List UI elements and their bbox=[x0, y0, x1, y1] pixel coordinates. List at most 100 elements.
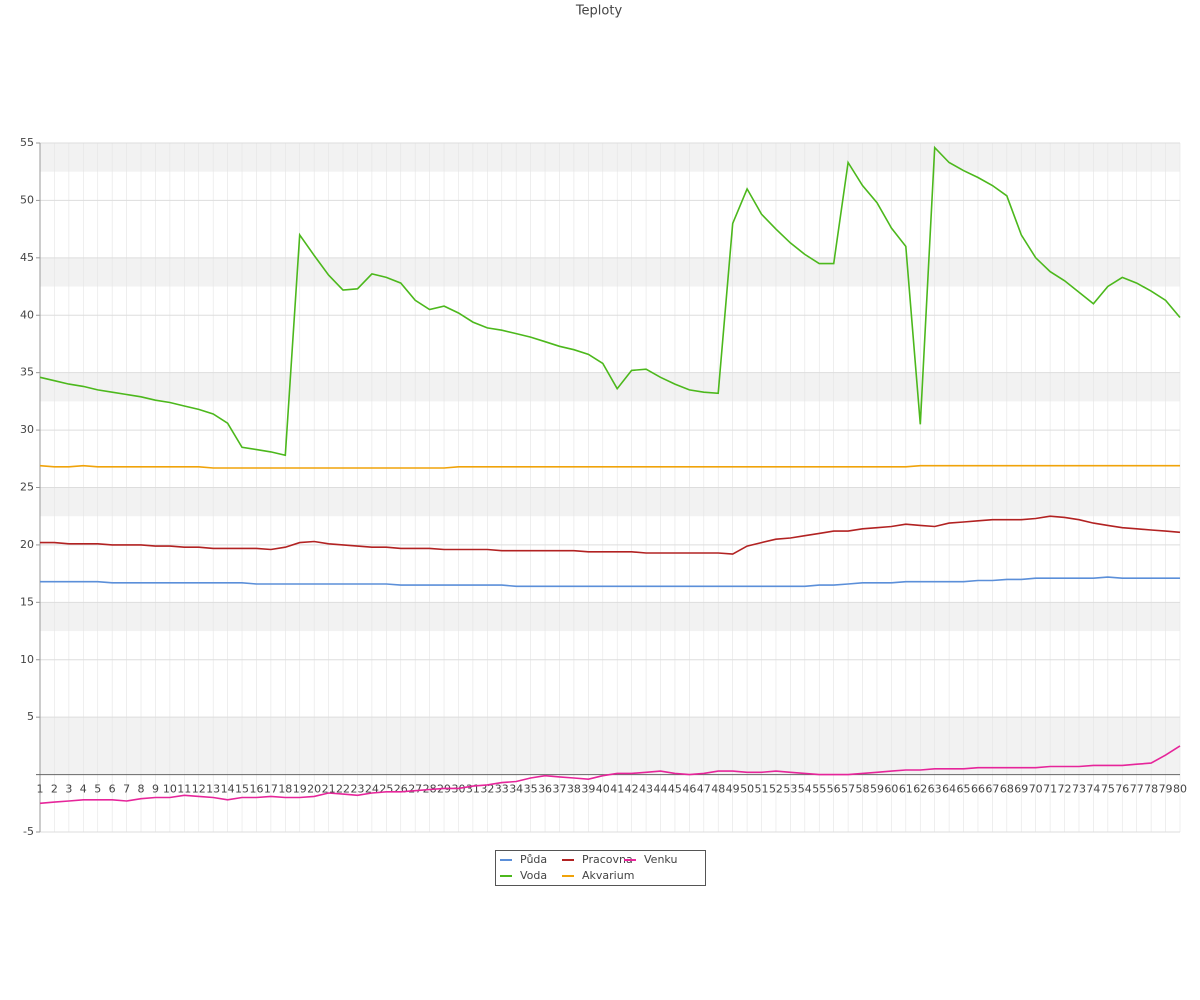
x-tick-label: 31 bbox=[466, 783, 480, 796]
x-tick-label: 5 bbox=[94, 783, 101, 796]
y-tick-label: 25 bbox=[20, 481, 34, 494]
x-tick-label: 18 bbox=[278, 783, 292, 796]
legend-label: Pracovna bbox=[582, 853, 633, 866]
x-tick-label: 16 bbox=[249, 783, 263, 796]
x-tick-label: 75 bbox=[1101, 783, 1115, 796]
x-tick-label: 43 bbox=[639, 783, 653, 796]
x-tick-label: 27 bbox=[408, 783, 422, 796]
grid-band bbox=[40, 143, 1180, 172]
x-tick-label: 42 bbox=[625, 783, 639, 796]
legend-box bbox=[495, 850, 706, 886]
x-tick-label: 68 bbox=[1000, 783, 1014, 796]
series-line bbox=[39, 145, 1181, 457]
grid-band bbox=[40, 487, 1180, 517]
y-tick-label: 45 bbox=[20, 251, 34, 264]
x-tick-label: 26 bbox=[394, 783, 408, 796]
x-tick-label: 19 bbox=[293, 783, 307, 796]
y-tick-label: 50 bbox=[20, 193, 34, 206]
x-tick-label: 37 bbox=[552, 783, 566, 796]
chart-title: Teploty bbox=[575, 4, 623, 19]
series-line bbox=[40, 515, 1181, 555]
y-tick-label: 40 bbox=[20, 308, 34, 321]
x-tick-label: 3 bbox=[65, 783, 72, 796]
x-tick-label: 11 bbox=[177, 783, 191, 796]
x-tick-label: 38 bbox=[567, 783, 581, 796]
x-tick-label: 39 bbox=[581, 783, 595, 796]
x-tick-label: 17 bbox=[264, 783, 278, 796]
series-line bbox=[40, 576, 1180, 588]
x-tick-label: 54 bbox=[798, 783, 812, 796]
x-tick-label: 25 bbox=[379, 783, 393, 796]
x-tick-label: 8 bbox=[138, 783, 145, 796]
x-tick-label: 66 bbox=[971, 783, 985, 796]
y-tick-label: 35 bbox=[20, 366, 34, 379]
x-tick-label: 12 bbox=[192, 783, 206, 796]
x-tick-label: 57 bbox=[841, 783, 855, 796]
x-tick-label: 62 bbox=[913, 783, 927, 796]
x-tick-label: 33 bbox=[495, 783, 509, 796]
x-tick-label: 6 bbox=[109, 783, 116, 796]
x-tick-label: 56 bbox=[827, 783, 841, 796]
grid-band bbox=[40, 717, 1180, 775]
x-tick-label: 36 bbox=[538, 783, 552, 796]
x-tick-label: 15 bbox=[235, 783, 249, 796]
x-tick-label: 50 bbox=[740, 783, 754, 796]
x-tick-label: 20 bbox=[307, 783, 321, 796]
x-tick-label: 63 bbox=[928, 783, 942, 796]
grid-band bbox=[40, 602, 1180, 632]
x-tick-label: 51 bbox=[755, 783, 769, 796]
legend-label: Akvarium bbox=[582, 869, 634, 882]
x-tick-label: 44 bbox=[654, 783, 668, 796]
y-tick-label: -5 bbox=[23, 825, 34, 838]
x-tick-label: 4 bbox=[80, 783, 87, 796]
x-tick-label: 10 bbox=[163, 783, 177, 796]
x-tick-label: 47 bbox=[697, 783, 711, 796]
legend-label: Voda bbox=[520, 869, 547, 882]
x-tick-label: 46 bbox=[682, 783, 696, 796]
x-tick-label: 78 bbox=[1144, 783, 1158, 796]
y-tick-label: 15 bbox=[20, 595, 34, 608]
x-tick-label: 41 bbox=[610, 783, 624, 796]
x-tick-label: 67 bbox=[985, 783, 999, 796]
x-tick-label: 69 bbox=[1014, 783, 1028, 796]
x-tick-label: 55 bbox=[812, 783, 826, 796]
x-tick-label: 60 bbox=[884, 783, 898, 796]
x-tick-label: 70 bbox=[1029, 783, 1043, 796]
x-tick-label: 35 bbox=[524, 783, 538, 796]
x-tick-label: 71 bbox=[1043, 783, 1057, 796]
x-tick-label: 58 bbox=[856, 783, 870, 796]
y-tick-label: 10 bbox=[20, 653, 34, 666]
x-tick-label: 9 bbox=[152, 783, 159, 796]
y-tick-label: 20 bbox=[20, 538, 34, 551]
x-tick-label: 14 bbox=[221, 783, 235, 796]
x-tick-label: 49 bbox=[726, 783, 740, 796]
x-tick-label: 22 bbox=[336, 783, 350, 796]
x-tick-label: 2 bbox=[51, 783, 58, 796]
legend-label: Půda bbox=[520, 853, 547, 866]
series-line bbox=[39, 464, 1180, 469]
legend: Půda Voda Pracovna Akvarium Venku bbox=[495, 850, 706, 886]
x-tick-label: 80 bbox=[1173, 783, 1187, 796]
x-tick-label: 76 bbox=[1115, 783, 1129, 796]
x-tick-label: 7 bbox=[123, 783, 130, 796]
x-tick-label: 64 bbox=[942, 783, 956, 796]
x-tick-label: 61 bbox=[899, 783, 913, 796]
y-tick-label: 5 bbox=[27, 710, 34, 723]
x-tick-label: 1 bbox=[37, 783, 44, 796]
x-tick-label: 77 bbox=[1130, 783, 1144, 796]
legend-label: Venku bbox=[644, 853, 677, 866]
x-tick-label: 21 bbox=[322, 783, 336, 796]
series-line bbox=[39, 745, 1181, 805]
x-tick-label: 65 bbox=[957, 783, 971, 796]
x-tick-label: 79 bbox=[1159, 783, 1173, 796]
x-tick-label: 59 bbox=[870, 783, 884, 796]
x-tick-label: 74 bbox=[1086, 783, 1100, 796]
x-tick-label: 53 bbox=[783, 783, 797, 796]
x-tick-label: 72 bbox=[1058, 783, 1072, 796]
x-tick-label: 34 bbox=[509, 783, 523, 796]
y-tick-label: 55 bbox=[20, 136, 34, 149]
grid-band bbox=[40, 257, 1180, 287]
x-tick-label: 13 bbox=[206, 783, 220, 796]
